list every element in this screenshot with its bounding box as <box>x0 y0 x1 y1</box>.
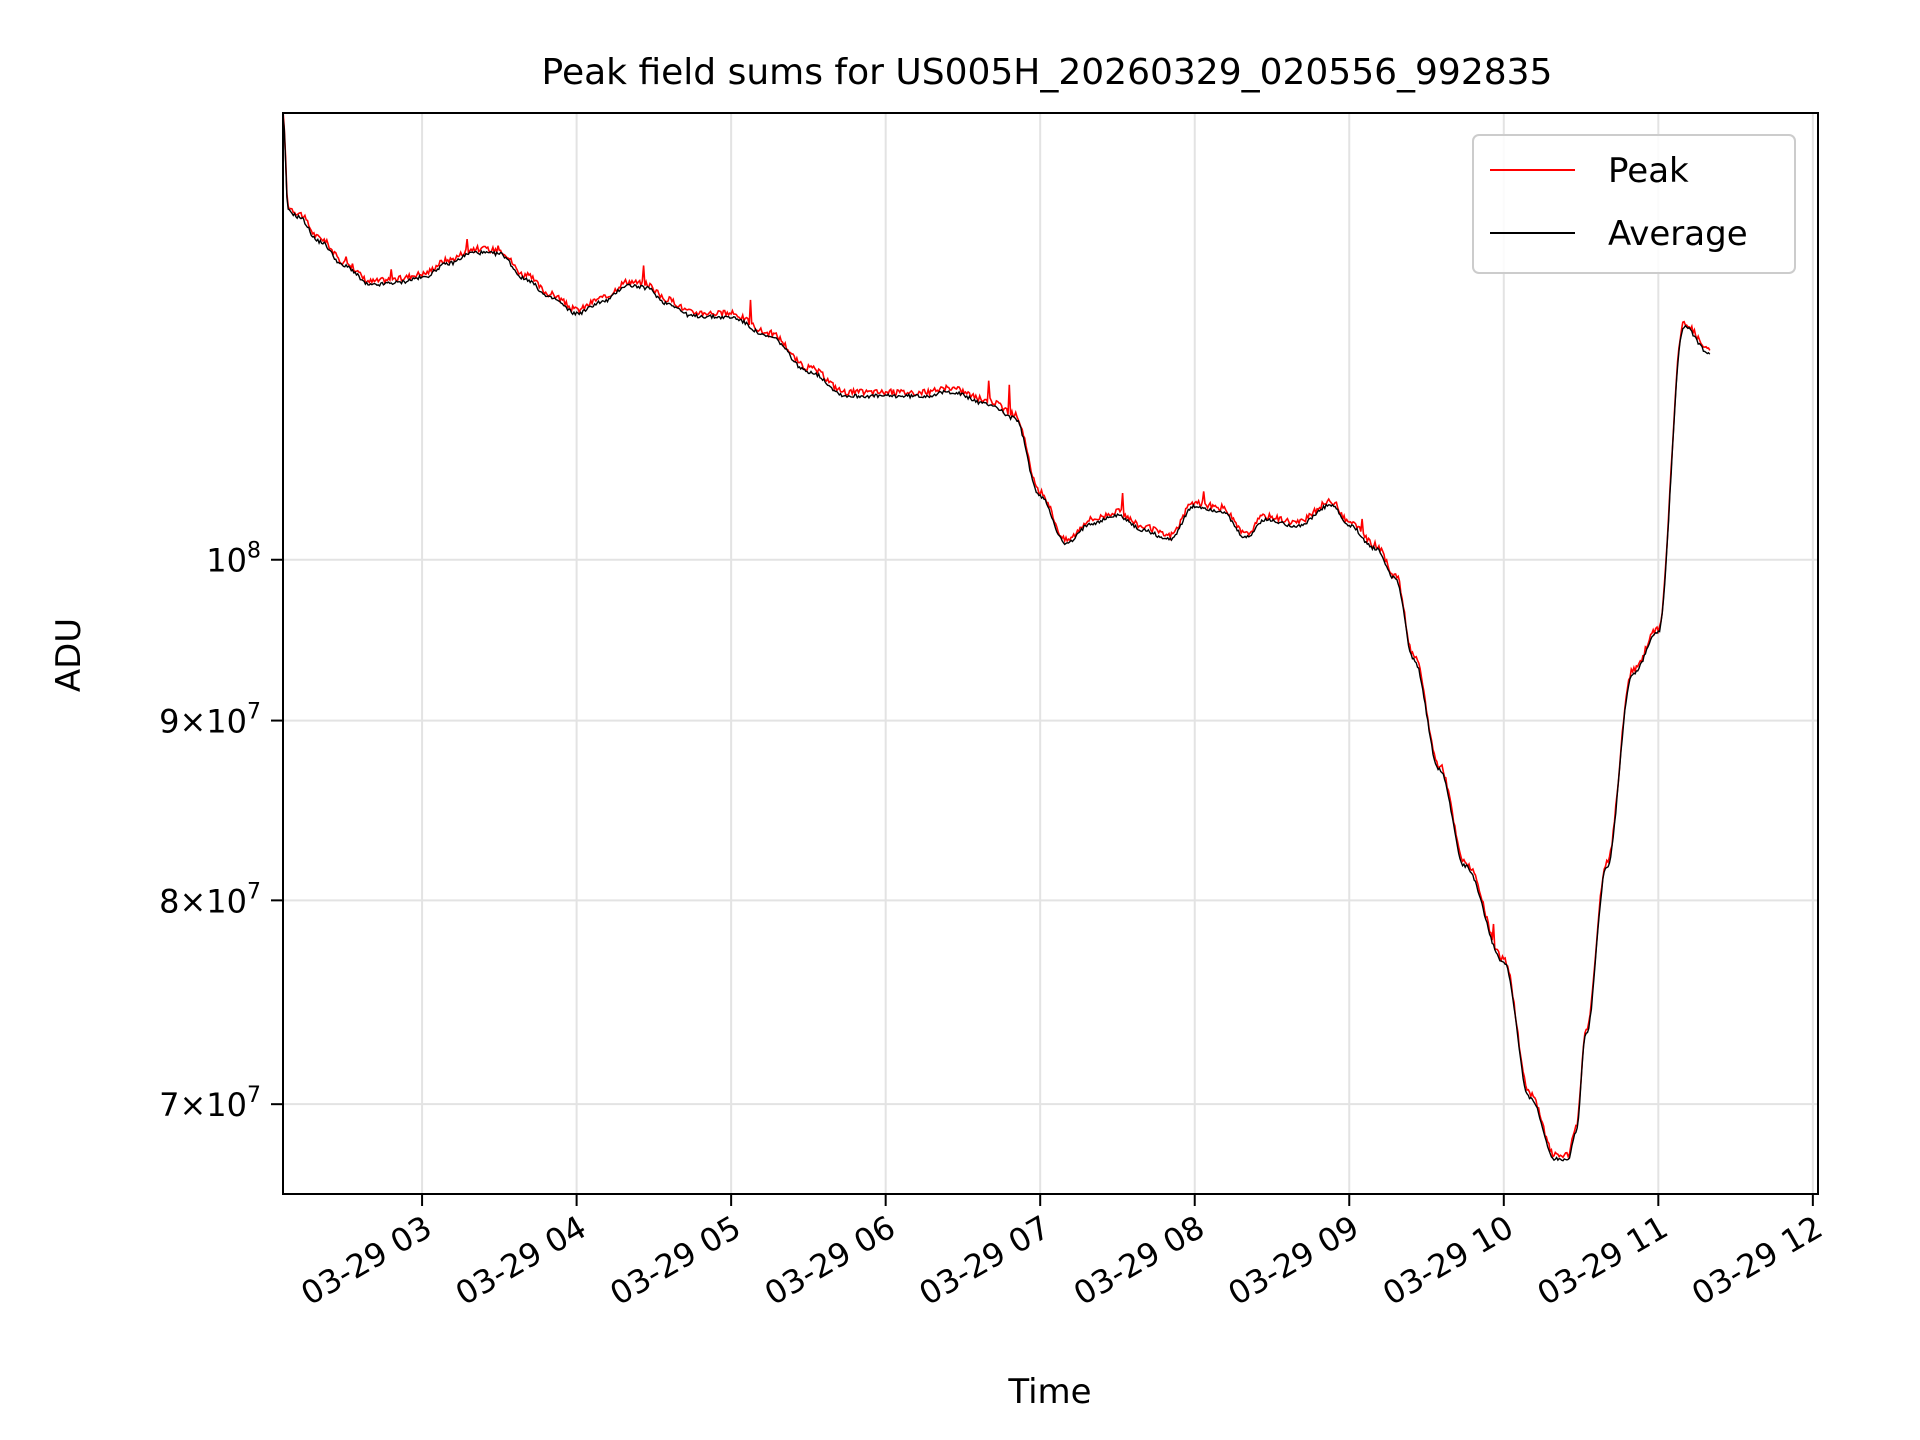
x-axis-label: Time <box>1007 1372 1091 1412</box>
y-tick-label: 9×107 <box>159 700 261 741</box>
legend: Peak Average <box>1472 134 1796 274</box>
y-axis-label: ADU <box>49 618 89 692</box>
legend-label-peak: Peak <box>1608 151 1689 191</box>
legend-label-average: Average <box>1608 214 1748 254</box>
y-tick-label: 7×107 <box>159 1083 261 1124</box>
series-line-peak <box>283 113 1711 1159</box>
chart-title: Peak field sums for US005H_20260329_0205… <box>542 52 1553 93</box>
y-tick-label: 108 <box>206 539 261 580</box>
y-tick-label: 8×107 <box>159 879 261 920</box>
gridlines <box>283 113 1818 1194</box>
series-line-average <box>283 115 1711 1162</box>
y-axis: 108 9×107 8×107 7×107 <box>159 539 283 1124</box>
plot-frame <box>282 112 1819 1195</box>
